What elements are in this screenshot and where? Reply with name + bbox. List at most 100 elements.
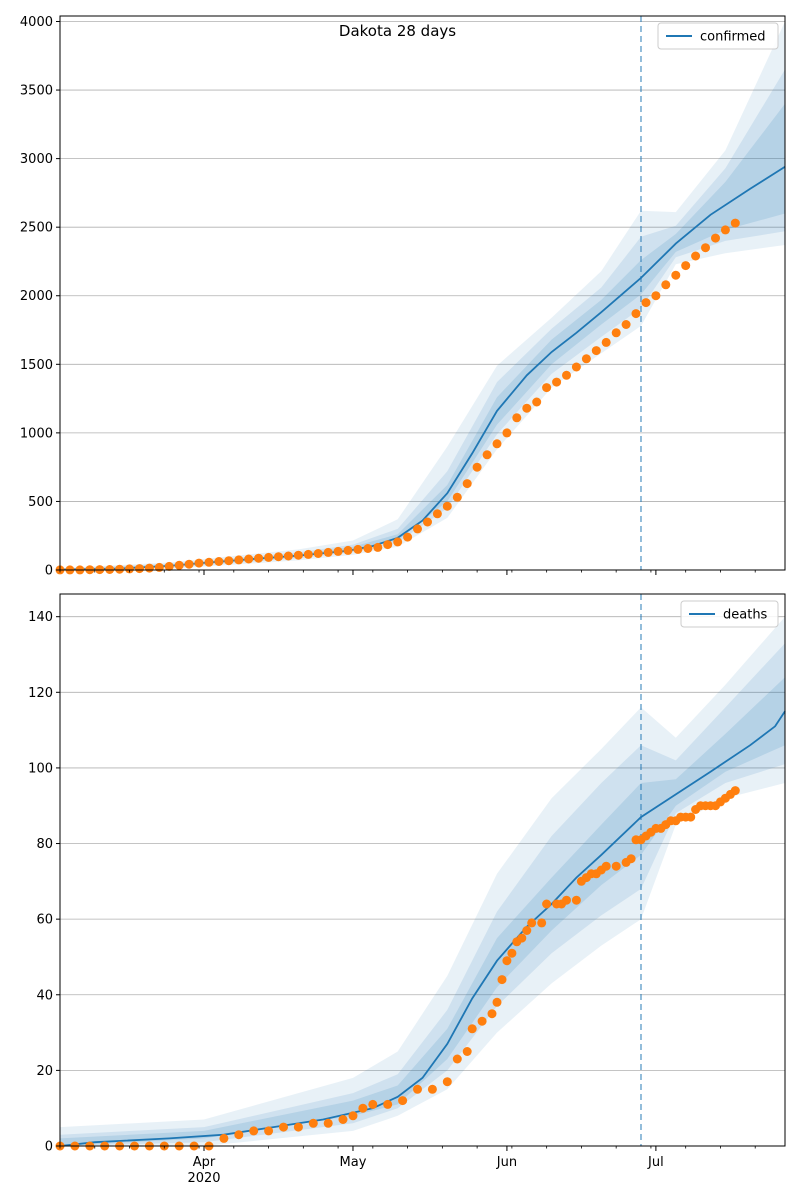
legend-label: confirmed	[700, 30, 766, 45]
observed-point	[686, 812, 696, 822]
x-tick-label: Apr	[193, 1155, 216, 1170]
observed-point	[398, 1096, 408, 1106]
observed-point	[368, 1099, 378, 1109]
y-tick-label: 2000	[20, 289, 53, 304]
observed-point	[562, 370, 571, 380]
y-tick-label: 100	[28, 761, 53, 776]
observed-point	[338, 1115, 348, 1124]
observed-point	[303, 549, 313, 559]
model-line-deaths	[59, 710, 786, 1147]
observed-point	[552, 377, 562, 387]
y-tick-label: 3000	[20, 152, 53, 167]
y-tick-label: 80	[36, 837, 53, 852]
y-tick-label: 0	[45, 1140, 53, 1155]
observed-point	[214, 557, 224, 566]
observed-point	[522, 926, 532, 935]
observed-point	[517, 933, 527, 943]
observed-point	[343, 545, 353, 555]
observed-point	[611, 328, 621, 338]
observed-point	[591, 346, 601, 356]
observed-point	[467, 1024, 477, 1034]
confirmed-chart-panel: 0 500 1000 1500 2000 2500 3000 3500 4000 Dakota 2…	[20, 15, 786, 579]
y-tick-label: 1000	[20, 426, 53, 441]
observed-point	[234, 555, 244, 565]
observed-point	[254, 553, 264, 563]
observed-point	[507, 948, 517, 958]
observed-point	[264, 1126, 274, 1136]
observed-point	[522, 403, 532, 413]
observed-point	[497, 975, 507, 985]
x-tick-sublabel: 2020	[187, 1171, 220, 1186]
observed-point	[621, 320, 631, 329]
observed-point	[562, 895, 571, 905]
observed-point	[135, 564, 144, 574]
observed-point	[224, 556, 234, 566]
observed-point	[115, 564, 125, 574]
observed-point	[164, 561, 174, 571]
x-tick-label: May	[340, 1155, 367, 1170]
observed-point	[308, 1118, 318, 1128]
observed-point	[383, 1099, 393, 1109]
observed-point	[184, 559, 194, 569]
observed-point	[313, 549, 323, 558]
observed-point	[691, 251, 701, 261]
observed-point	[711, 233, 720, 243]
observed-point	[323, 547, 333, 557]
y-tick-label: 60	[36, 913, 53, 928]
y-tick-label: 500	[28, 495, 53, 510]
observed-point	[681, 261, 691, 271]
observed-point	[204, 557, 214, 567]
observed-point	[542, 383, 552, 393]
observed-point	[274, 552, 283, 562]
observed-point	[477, 1016, 487, 1026]
observed-point	[502, 428, 512, 438]
observed-point	[348, 1111, 358, 1121]
observed-point	[442, 1077, 452, 1087]
observed-point	[462, 1047, 472, 1056]
observed-point	[571, 895, 581, 905]
observed-point	[462, 479, 472, 489]
observed-point	[581, 354, 591, 364]
observed-point	[144, 563, 154, 573]
observed-point	[487, 1009, 497, 1019]
y-tick-label: 20	[36, 1064, 53, 1079]
observed-point	[219, 1133, 229, 1143]
y-tick-label: 120	[28, 686, 53, 701]
legend-label: deaths	[723, 608, 768, 623]
axes-frame	[59, 593, 786, 1147]
observed-point	[482, 450, 492, 460]
observed-point	[264, 552, 274, 562]
observed-point	[512, 413, 522, 423]
observed-point	[234, 1130, 244, 1140]
observed-point	[502, 956, 512, 966]
y-tick-label: 0	[45, 564, 53, 579]
observed-point	[492, 439, 502, 449]
observed-point	[611, 861, 621, 871]
observed-point	[194, 558, 204, 568]
observed-point	[432, 509, 442, 519]
observed-point	[701, 243, 710, 253]
y-tick-label: 3500	[20, 84, 53, 99]
observed-point	[423, 517, 432, 527]
observed-point	[452, 492, 462, 502]
observed-point	[730, 218, 740, 228]
chart-title: Dakota 28 days	[339, 22, 456, 40]
observed-point	[631, 309, 641, 319]
observed-point	[730, 786, 740, 796]
axes-frame	[59, 15, 786, 571]
observed-point	[293, 1122, 303, 1132]
observed-point	[363, 544, 373, 553]
observed-point	[537, 918, 547, 928]
observed-point	[601, 861, 611, 871]
observed-point	[125, 564, 134, 574]
observed-point	[249, 1126, 259, 1136]
observed-point	[542, 899, 552, 909]
observed-point	[154, 562, 164, 572]
observed-point	[413, 1084, 422, 1094]
x-tick-label: Jun	[496, 1155, 517, 1170]
observed-point	[442, 501, 452, 511]
uncertainty-band-outer	[60, 616, 785, 1146]
observed-point	[601, 337, 611, 347]
observed-point	[279, 1122, 288, 1132]
